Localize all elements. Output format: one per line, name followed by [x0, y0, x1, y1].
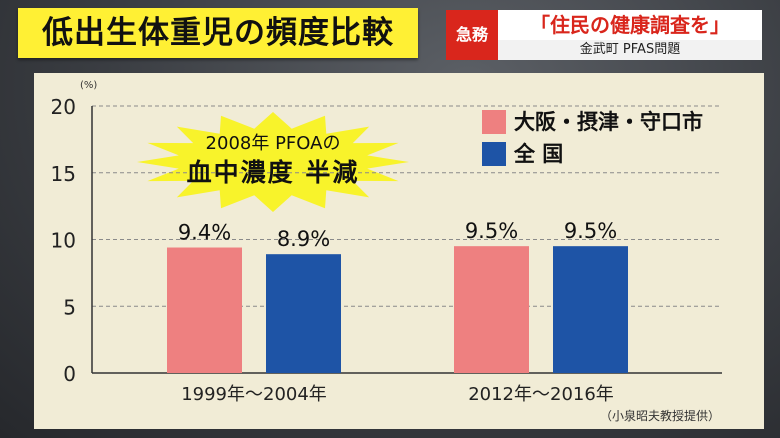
x-tick-label: 2012年～2016年	[468, 384, 614, 405]
legend-label-national: 全 国	[514, 142, 564, 166]
headline: 「住民の健康調査を」	[530, 13, 730, 37]
source-credit: （小泉昭夫教授提供）	[600, 409, 721, 423]
y-tick-label: 15	[51, 162, 76, 186]
subheadline: 金武町 PFAS問題	[498, 40, 762, 60]
legend-label-osaka: 大阪・摂津・守口市	[514, 110, 703, 134]
page-title: 低出生体重児の頻度比較	[18, 8, 418, 58]
bar-national	[553, 246, 628, 373]
legend-swatch-national	[482, 142, 506, 166]
urgent-tag: 急務	[446, 10, 498, 60]
y-tick-label: 0	[63, 362, 76, 386]
bar-osaka	[167, 247, 242, 373]
legend-item-national: 全 国	[482, 139, 712, 169]
chart-panel	[34, 73, 764, 429]
x-tick-label: 1999年～2004年	[181, 384, 327, 405]
data-label: 8.9%	[277, 227, 330, 251]
bar-osaka	[454, 246, 529, 373]
annotation-line1: 2008年 PFOAの	[205, 133, 341, 154]
legend-swatch-osaka	[482, 110, 506, 134]
annotation-line2: 血中濃度 半減	[186, 158, 360, 187]
annotation-burst	[137, 112, 409, 212]
y-tick-label: 10	[51, 229, 76, 253]
y-tick-label: 20	[51, 95, 76, 119]
headline-box: 「住民の健康調査を」 金武町 PFAS問題	[498, 10, 762, 60]
data-label: 9.5%	[564, 219, 617, 243]
y-tick-label: 5	[63, 295, 76, 319]
legend-item-osaka: 大阪・摂津・守口市	[482, 107, 712, 137]
data-label: 9.5%	[465, 219, 518, 243]
data-label: 9.4%	[178, 221, 231, 245]
y-axis-unit: (%)	[80, 80, 98, 91]
bar-national	[266, 254, 341, 373]
